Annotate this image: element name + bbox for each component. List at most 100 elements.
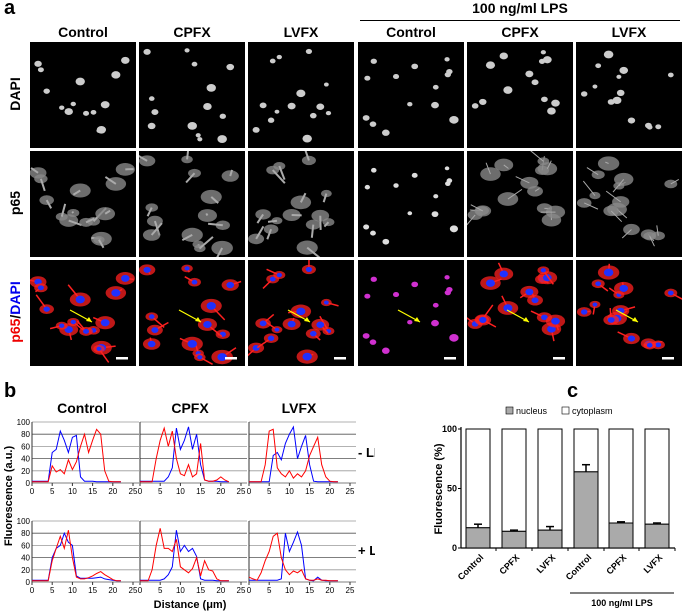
nucleus-blob bbox=[616, 74, 622, 79]
nucleus-blob bbox=[362, 333, 370, 339]
nucleus-blob bbox=[540, 268, 546, 273]
arrow-head bbox=[632, 317, 638, 322]
bar-nucleus bbox=[501, 530, 527, 549]
nucleus-blob bbox=[187, 121, 197, 130]
p65-profile-line bbox=[140, 528, 229, 582]
cell-process bbox=[205, 212, 209, 217]
legend-swatch-nucleus bbox=[505, 406, 514, 415]
cell-process bbox=[670, 179, 680, 185]
scale-bar bbox=[553, 357, 565, 360]
cell-process bbox=[299, 192, 307, 203]
nucleus-blob bbox=[305, 48, 313, 54]
nucleus-blob bbox=[302, 134, 312, 143]
nucleus-blob bbox=[147, 122, 156, 130]
y-axis-label: Fluorescence (%) bbox=[433, 443, 445, 534]
cell-blob bbox=[623, 223, 640, 236]
x-tick-label: 10 bbox=[176, 586, 185, 595]
cell-process bbox=[185, 172, 196, 184]
merge-image bbox=[139, 260, 245, 366]
p65-image bbox=[467, 151, 573, 257]
y-tick-label: 100 bbox=[17, 418, 31, 427]
x-tick-label: Control bbox=[456, 552, 486, 582]
x-tick-label: 20 bbox=[108, 487, 117, 496]
nucleus-blob bbox=[111, 289, 121, 297]
nucleus-blob bbox=[121, 56, 130, 64]
cell-blob bbox=[188, 168, 201, 178]
nucleus-blob bbox=[431, 319, 439, 327]
arrow-head bbox=[86, 317, 92, 322]
cell-blob bbox=[146, 215, 163, 227]
dapi-profile-line bbox=[32, 531, 121, 582]
nucleus-blob bbox=[580, 91, 588, 97]
bar-cytoplasm bbox=[608, 428, 634, 524]
dapi-profile-line bbox=[32, 429, 121, 483]
dapi-image bbox=[30, 42, 136, 148]
y-tick-label: 60 bbox=[21, 442, 30, 451]
column-header: CPFX bbox=[501, 24, 539, 40]
nucleus-blob bbox=[269, 58, 276, 64]
nucleus-blob bbox=[541, 314, 548, 321]
nucleus-blob bbox=[616, 89, 625, 97]
nucleus-blob bbox=[309, 112, 317, 119]
cell-blob bbox=[411, 172, 418, 178]
nucleus-blob bbox=[479, 98, 487, 105]
profile-plot: 0 5 10 15 20 25 bbox=[247, 520, 356, 595]
nucleus-blob bbox=[603, 268, 614, 277]
nucleus-blob bbox=[43, 88, 50, 94]
nucleus-blob bbox=[309, 330, 317, 337]
x-tick-label: 15 bbox=[196, 487, 205, 496]
x-tick-label: 15 bbox=[305, 487, 314, 496]
cell-process bbox=[60, 203, 67, 217]
nucleus-blob bbox=[197, 355, 203, 360]
x-tick-label: 0 bbox=[138, 586, 143, 595]
cell-process bbox=[68, 219, 82, 227]
cell-blob bbox=[221, 170, 239, 182]
x-tick-label: 10 bbox=[68, 487, 77, 496]
nucleus-blob bbox=[203, 321, 212, 329]
cell-blob bbox=[200, 189, 222, 204]
nucleus-blob bbox=[59, 105, 65, 110]
nucleus-blob bbox=[595, 281, 602, 287]
merge-label-dapi: DAPI bbox=[7, 281, 23, 315]
nucleus-blob bbox=[503, 304, 513, 312]
nucleus-blob bbox=[100, 101, 110, 109]
nucleus-blob bbox=[449, 333, 459, 342]
p65-image bbox=[30, 151, 136, 257]
cell-process bbox=[98, 348, 110, 363]
merge-image bbox=[576, 260, 682, 366]
x-tick-label: 10 bbox=[285, 586, 294, 595]
nucleus-blob bbox=[147, 340, 156, 348]
nucleus-blob bbox=[206, 84, 216, 92]
nucleus-blob bbox=[302, 352, 312, 361]
y-tick-label: 40 bbox=[21, 554, 30, 563]
column-header: Control bbox=[386, 24, 436, 40]
y-tick-label: 80 bbox=[21, 529, 30, 538]
bar-nucleus bbox=[644, 523, 670, 549]
nucleus-blob bbox=[287, 102, 296, 110]
nucleus-blob bbox=[37, 67, 44, 73]
nucleus-blob bbox=[70, 319, 76, 325]
x-tick-label: 20 bbox=[216, 487, 225, 496]
legend-swatch-cytoplasm bbox=[561, 406, 570, 415]
nucleus-blob bbox=[151, 109, 159, 115]
cell-blob bbox=[433, 194, 439, 199]
bar-nucleus bbox=[465, 527, 491, 549]
p65-image bbox=[248, 151, 354, 257]
cell-process bbox=[104, 209, 111, 215]
x-tick-label: CPFX bbox=[604, 552, 628, 576]
scale-bar bbox=[116, 357, 128, 360]
bar-cytoplasm bbox=[501, 428, 527, 532]
dapi-image bbox=[576, 42, 682, 148]
scale-bar bbox=[334, 357, 346, 360]
column-header: LVFX bbox=[611, 24, 647, 40]
cell-blob bbox=[643, 232, 657, 241]
cell-process bbox=[322, 193, 328, 203]
nucleus-blob bbox=[191, 279, 198, 285]
row-label-merge: p65/DAPI bbox=[7, 259, 23, 365]
nucleus-blob bbox=[627, 335, 636, 342]
cell-blob bbox=[474, 205, 492, 217]
bar-cytoplasm bbox=[644, 428, 670, 525]
dapi-profile-line bbox=[249, 425, 338, 483]
nucleus-blob bbox=[525, 70, 534, 78]
